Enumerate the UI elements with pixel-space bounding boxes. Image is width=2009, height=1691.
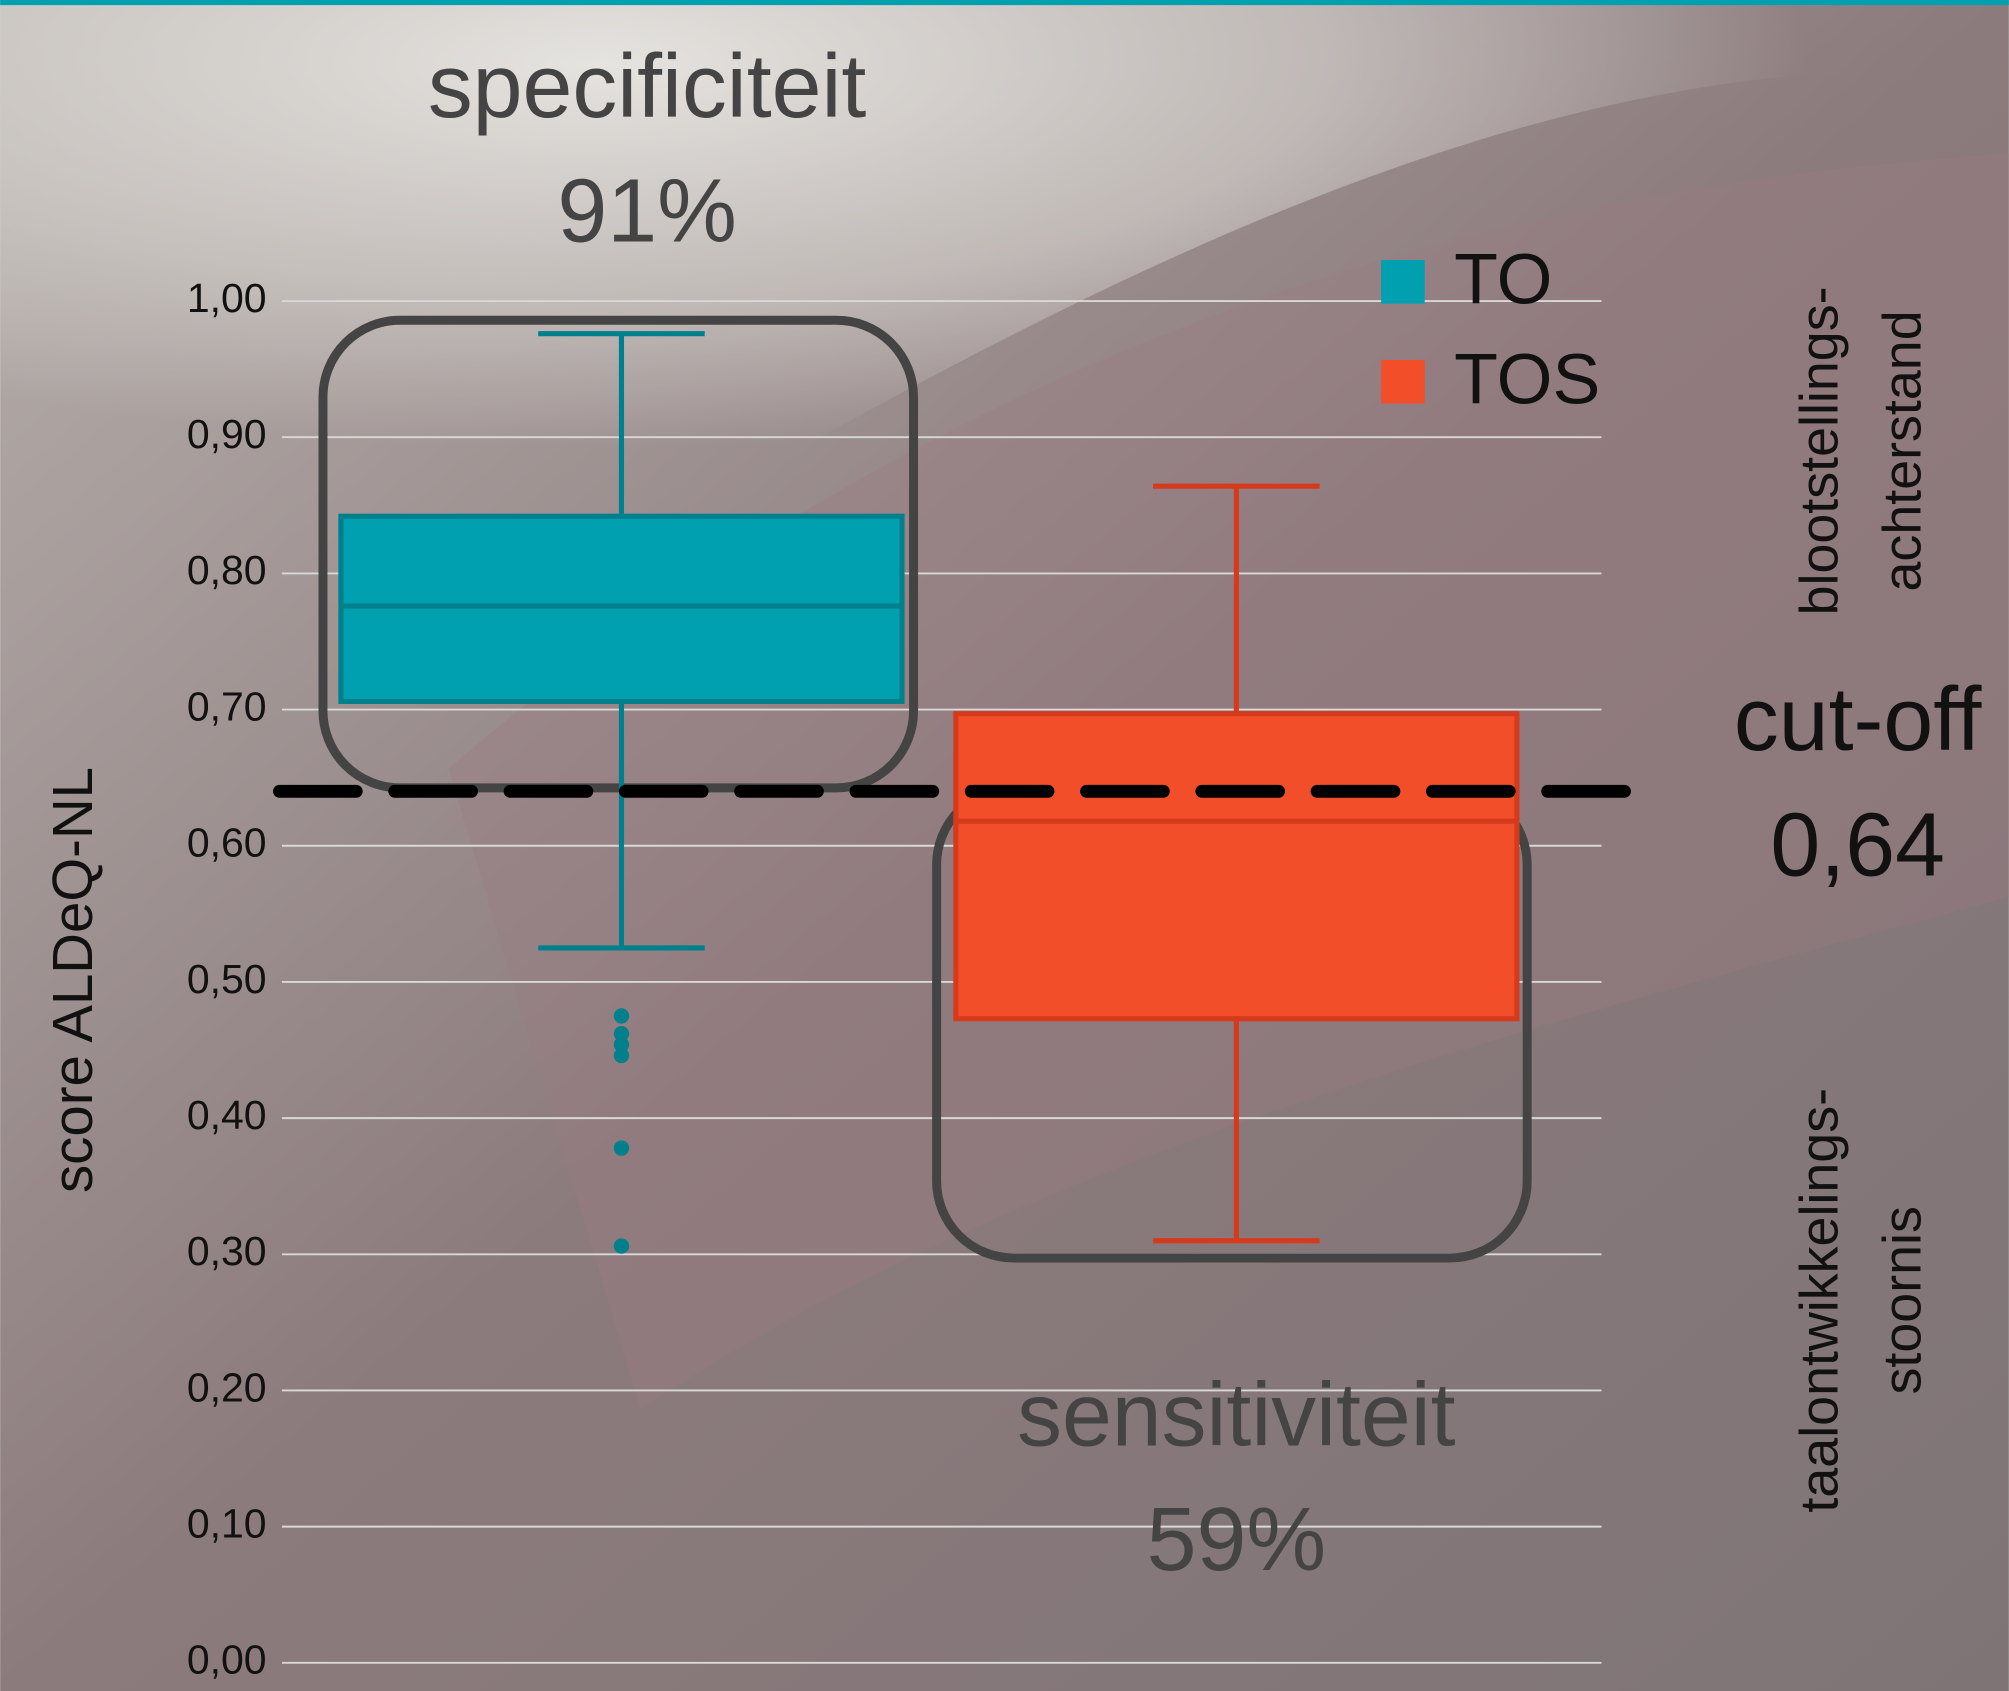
side-label: taalontwikkelings- <box>1789 1088 1849 1513</box>
highlight-box <box>318 315 919 793</box>
y-axis-label: score ALDeQ-NL <box>41 767 104 1193</box>
cutoff-label: 0,64 <box>1770 796 1944 896</box>
outlier <box>613 1025 630 1042</box>
background-glow <box>0 0 2009 641</box>
y-tick-label: 0,00 <box>187 1637 267 1683</box>
y-tick-label: 1,00 <box>187 275 267 321</box>
y-tick-label: 0,40 <box>187 1092 267 1138</box>
annotation: 59% <box>1147 1490 1326 1590</box>
box <box>338 513 905 704</box>
legend-label: TO <box>1454 239 1552 319</box>
cutoff-text: cut-off <box>1734 670 1983 770</box>
y-tick-label: 0,70 <box>187 683 267 729</box>
y-tick-label: 0,50 <box>187 956 267 1002</box>
annotation: specificiteit <box>428 37 867 137</box>
grid: 0,00 0,10 0,20 0,30 0,40 0,50 0,60 0,70 0,80 0,90… <box>187 275 1602 1683</box>
plot: TO TOS <box>273 239 1640 1254</box>
y-tick-label: 0,80 <box>187 547 267 593</box>
outlier <box>613 1140 630 1156</box>
y-tick-label: 0,60 <box>187 820 267 866</box>
side-label: blootstellings- <box>1789 286 1849 615</box>
outlier <box>613 1008 630 1024</box>
side-label: achterstand <box>1873 310 1933 591</box>
box <box>953 711 1520 1022</box>
legend-swatch <box>1381 359 1425 404</box>
legend-label: TOS <box>1454 339 1600 419</box>
y-tick-label: 0,30 <box>187 1228 267 1274</box>
y-tick-label: 0,90 <box>187 411 267 457</box>
outlier <box>613 1036 630 1053</box>
outlier <box>613 1047 630 1064</box>
outlier <box>613 1238 630 1254</box>
annotation: 91% <box>557 161 736 261</box>
y-tick-label: 0,20 <box>187 1364 267 1410</box>
top-bar <box>0 0 2009 6</box>
side-label: stoornis <box>1873 1206 1933 1394</box>
annotation: sensitiviteit <box>1017 1366 1456 1466</box>
legend-swatch <box>1381 260 1425 304</box>
y-tick-label: 0,10 <box>187 1500 267 1546</box>
